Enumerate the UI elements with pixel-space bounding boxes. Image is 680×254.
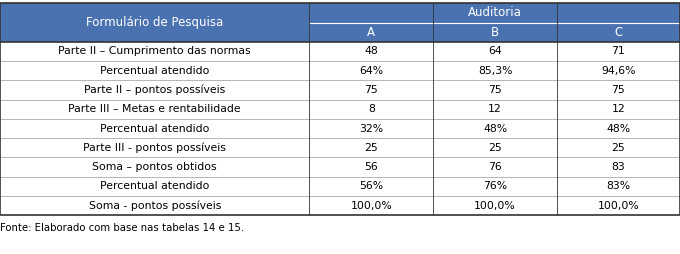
Text: 25: 25: [364, 143, 378, 153]
Text: 48: 48: [364, 46, 378, 56]
Text: 85,3%: 85,3%: [478, 66, 512, 76]
Text: 76: 76: [488, 162, 502, 172]
Text: 48%: 48%: [607, 123, 630, 134]
Bar: [0, 196, 680, 215]
Text: 75: 75: [611, 85, 626, 95]
Bar: [0, 138, 680, 157]
Text: Parte II – Cumprimento das normas: Parte II – Cumprimento das normas: [58, 46, 251, 56]
Text: 56: 56: [364, 162, 378, 172]
Bar: [557, 23, 680, 42]
Text: 32%: 32%: [359, 123, 384, 134]
Bar: [0, 61, 680, 80]
Text: 100,0%: 100,0%: [350, 201, 392, 211]
Text: Percentual atendido: Percentual atendido: [100, 181, 209, 192]
Bar: [0, 177, 680, 196]
Text: Percentual atendido: Percentual atendido: [100, 66, 209, 76]
Text: Parte II – pontos possíveis: Parte II – pontos possíveis: [84, 85, 225, 95]
Text: Formulário de Pesquisa: Formulário de Pesquisa: [86, 15, 223, 29]
Bar: [0, 80, 680, 100]
Bar: [309, 23, 433, 42]
Text: 75: 75: [364, 85, 378, 95]
Text: 100,0%: 100,0%: [598, 201, 639, 211]
Text: Percentual atendido: Percentual atendido: [100, 123, 209, 134]
Text: Parte III – Metas e rentabilidade: Parte III – Metas e rentabilidade: [69, 104, 241, 114]
Text: 71: 71: [611, 46, 626, 56]
Text: 64%: 64%: [359, 66, 384, 76]
Text: 12: 12: [488, 104, 502, 114]
Text: 100,0%: 100,0%: [474, 201, 516, 211]
Bar: [0, 119, 680, 138]
Text: 12: 12: [611, 104, 626, 114]
Text: A: A: [367, 26, 375, 39]
Text: Auditoria: Auditoria: [468, 6, 522, 20]
Text: 25: 25: [488, 143, 502, 153]
Text: Parte III - pontos possíveis: Parte III - pontos possíveis: [83, 142, 226, 153]
Text: Soma - pontos possíveis: Soma - pontos possíveis: [88, 200, 221, 211]
Text: C: C: [614, 26, 623, 39]
Text: B: B: [491, 26, 499, 39]
Bar: [309, 3, 680, 23]
Bar: [0, 3, 309, 42]
Text: Soma – pontos obtidos: Soma – pontos obtidos: [92, 162, 217, 172]
Text: 94,6%: 94,6%: [601, 66, 636, 76]
Bar: [0, 100, 680, 119]
Text: 25: 25: [611, 143, 626, 153]
Text: Fonte: Elaborado com base nas tabelas 14 e 15.: Fonte: Elaborado com base nas tabelas 14…: [0, 223, 244, 233]
Text: 56%: 56%: [359, 181, 384, 192]
Text: 75: 75: [488, 85, 502, 95]
Bar: [0, 157, 680, 177]
Text: 83: 83: [611, 162, 626, 172]
Text: 76%: 76%: [483, 181, 507, 192]
Text: 8: 8: [368, 104, 375, 114]
Bar: [433, 23, 557, 42]
Text: 64: 64: [488, 46, 502, 56]
Bar: [0, 42, 680, 61]
Text: 83%: 83%: [607, 181, 630, 192]
Text: 48%: 48%: [483, 123, 507, 134]
